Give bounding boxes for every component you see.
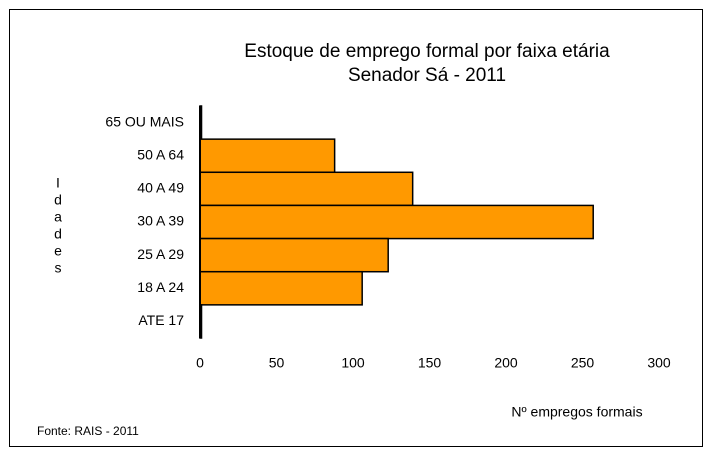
bar — [199, 171, 414, 207]
y-tick-label: 30 A 39 — [137, 213, 184, 229]
x-tick-label: 50 — [269, 355, 285, 371]
x-tick-label: 250 — [571, 355, 595, 371]
y-tick-label: ATE 17 — [138, 312, 184, 328]
y-tick-label: 18 A 24 — [137, 279, 184, 295]
source-note: Fonte: RAIS - 2011 — [37, 424, 139, 438]
x-tick-label: 200 — [494, 355, 518, 371]
x-axis-label: Nº empregos formais — [511, 404, 642, 420]
x-tick-label: 300 — [647, 355, 671, 371]
x-tick-label: 100 — [341, 355, 365, 371]
bar — [199, 270, 363, 306]
chart-title: Estoque de emprego formal por faixa etár… — [244, 41, 610, 62]
bar — [199, 138, 336, 174]
x-tick-label: 0 — [196, 355, 204, 371]
y-tick-label: 65 OU MAIS — [105, 113, 184, 129]
x-tick-label: 150 — [418, 355, 442, 371]
chart-subtitle: Senador Sá - 2011 — [348, 65, 506, 86]
y-tick-label: 40 A 49 — [137, 180, 184, 196]
bar — [199, 237, 389, 273]
bar — [199, 204, 594, 240]
y-tick-label: 25 A 29 — [137, 246, 184, 262]
y-tick-label: 50 A 64 — [137, 146, 184, 162]
